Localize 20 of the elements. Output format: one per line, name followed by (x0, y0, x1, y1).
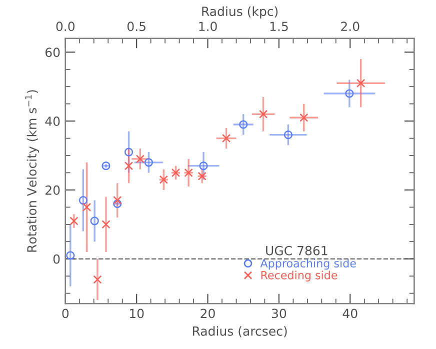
x2-tick-label: 0.5 (127, 22, 146, 32)
y-tick-label: 20 (46, 185, 60, 195)
x-axis-title: Radius (arcsec) (192, 326, 287, 338)
x2-axis-title: Radius (kpc) (202, 6, 278, 18)
x2-tick-label: 0.0 (56, 22, 75, 32)
x2-tick-label: 2.0 (341, 22, 360, 32)
y-tick-label: 60 (46, 48, 60, 58)
x2-tick-label: 1.0 (199, 22, 217, 32)
x-tick-label: 0 (62, 308, 69, 318)
x-tick-label: 10 (130, 308, 144, 318)
legend-title: UGC 7861 (266, 246, 328, 256)
legend-label: Receding side (261, 270, 338, 282)
legend-label: Approaching side (260, 258, 356, 270)
y-axis-title: Rotation Velocity (km s$^{−1}$) (25, 90, 39, 252)
x-tick-label: 30 (272, 308, 286, 318)
y-tick-label: 0 (53, 254, 60, 264)
x-tick-label: 40 (342, 308, 358, 318)
x-tick-label: 20 (200, 308, 215, 318)
y-tick-label: 40 (45, 116, 60, 126)
x2-tick-label: 1.5 (270, 22, 288, 32)
